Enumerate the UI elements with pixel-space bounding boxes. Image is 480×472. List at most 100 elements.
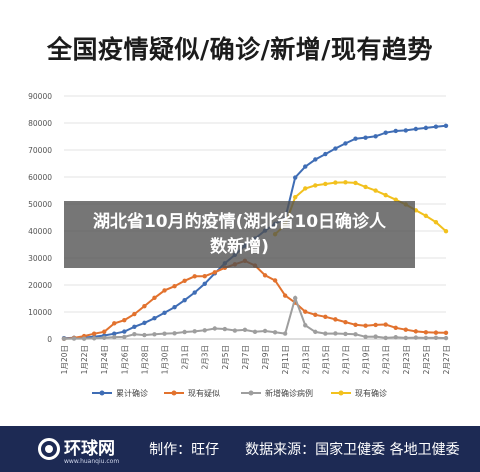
data-point bbox=[413, 126, 419, 132]
data-point bbox=[112, 334, 117, 340]
data-point bbox=[202, 273, 207, 279]
data-point bbox=[413, 329, 419, 334]
footer-bar: 环球网 www.huanqiu.com 制作：旺仔 数据来源：国家卫健委 各地卫… bbox=[0, 426, 480, 472]
data-point bbox=[212, 270, 217, 275]
data-point bbox=[172, 284, 177, 289]
data-point bbox=[81, 336, 87, 341]
data-point bbox=[353, 180, 358, 186]
data-point bbox=[61, 336, 67, 341]
data-point bbox=[403, 335, 408, 341]
data-point bbox=[152, 332, 157, 337]
data-point bbox=[423, 335, 429, 341]
data-point bbox=[383, 192, 388, 198]
data-point bbox=[232, 328, 238, 333]
logo-url: www.huanqiu.com bbox=[64, 457, 120, 465]
x-tick-label: 2月9日 bbox=[261, 345, 270, 370]
data-point bbox=[272, 278, 278, 283]
data-point bbox=[433, 335, 439, 341]
data-point bbox=[323, 151, 328, 157]
x-tick-label: 1月28日 bbox=[140, 345, 149, 374]
data-point bbox=[293, 194, 298, 200]
data-point bbox=[443, 330, 449, 335]
data-point bbox=[373, 134, 378, 139]
data-source: 数据来源：国家卫健委 各地卫健委 bbox=[245, 442, 460, 458]
legend-marker bbox=[338, 390, 344, 396]
data-point bbox=[423, 330, 429, 335]
x-tick-label: 1月24日 bbox=[100, 345, 109, 374]
data-point bbox=[333, 146, 338, 151]
y-tick-label: 40000 bbox=[28, 227, 52, 236]
data-point bbox=[142, 320, 147, 326]
y-tick-label: 70000 bbox=[28, 146, 52, 155]
x-tick-label: 2月21日 bbox=[382, 345, 391, 374]
x-tick-label: 2月27日 bbox=[442, 345, 451, 374]
data-point bbox=[91, 331, 97, 336]
data-point bbox=[222, 326, 228, 332]
data-point bbox=[443, 229, 449, 234]
chart-title: 全国疫情疑似/确诊/新增/现有趋势 bbox=[47, 35, 433, 64]
data-point bbox=[443, 123, 449, 129]
data-point bbox=[112, 331, 117, 336]
data-point bbox=[343, 319, 348, 325]
data-point bbox=[343, 180, 348, 185]
overlay-text: 湖北省10月的疫情(湖北省10日确诊人数新增) bbox=[92, 211, 387, 257]
x-tick-label: 2月11日 bbox=[281, 345, 290, 374]
data-point bbox=[323, 314, 328, 319]
data-point bbox=[353, 322, 358, 328]
data-point bbox=[252, 329, 258, 335]
data-point bbox=[333, 317, 338, 322]
data-point bbox=[373, 322, 378, 328]
legend-marker bbox=[171, 390, 177, 396]
legend-label: 现有确诊 bbox=[355, 388, 387, 398]
data-point bbox=[162, 331, 167, 336]
x-tick-label: 2月23日 bbox=[402, 345, 411, 374]
data-point bbox=[132, 324, 137, 330]
data-point bbox=[192, 274, 197, 279]
x-tick-label: 2月25日 bbox=[422, 345, 431, 374]
data-point bbox=[282, 293, 288, 298]
y-tick-label: 90000 bbox=[28, 92, 52, 101]
data-point bbox=[313, 312, 318, 317]
data-point bbox=[122, 334, 127, 340]
data-point bbox=[353, 136, 358, 141]
data-point bbox=[363, 184, 368, 190]
data-point bbox=[333, 331, 338, 336]
data-point bbox=[272, 330, 278, 335]
data-point bbox=[132, 332, 137, 337]
data-point bbox=[202, 281, 207, 287]
data-point bbox=[172, 331, 177, 336]
data-point bbox=[303, 186, 308, 191]
data-point bbox=[192, 329, 197, 334]
data-point bbox=[293, 175, 298, 180]
line-chart: 0 10000 20000 30000 40000 50000 60000 70000 8000… bbox=[28, 92, 451, 398]
data-point bbox=[313, 157, 318, 162]
y-tick-label: 20000 bbox=[28, 281, 52, 290]
data-point bbox=[102, 329, 107, 334]
x-tick-label: 2月3日 bbox=[201, 345, 210, 370]
x-tick-label: 1月26日 bbox=[120, 345, 129, 374]
y-tick-label: 30000 bbox=[28, 254, 52, 263]
data-point bbox=[333, 180, 338, 185]
y-axis-ticks: 0 10000 20000 30000 40000 50000 60000 70000 8000… bbox=[28, 92, 52, 344]
data-point bbox=[313, 329, 318, 335]
data-point bbox=[423, 213, 429, 219]
data-point bbox=[443, 335, 449, 341]
data-point bbox=[433, 220, 439, 225]
data-point bbox=[383, 130, 388, 135]
data-point bbox=[132, 311, 137, 317]
data-point bbox=[71, 336, 77, 341]
data-point bbox=[142, 332, 147, 338]
data-point bbox=[343, 331, 348, 337]
site-logo[interactable]: 环球网 www.huanqiu.com bbox=[38, 434, 119, 465]
data-point bbox=[152, 295, 157, 301]
data-point bbox=[182, 297, 187, 303]
data-point bbox=[313, 183, 318, 188]
y-tick-label: 10000 bbox=[28, 308, 52, 317]
data-point bbox=[122, 317, 127, 323]
y-tick-label: 80000 bbox=[28, 119, 52, 128]
data-point bbox=[393, 128, 398, 134]
data-point bbox=[323, 181, 328, 187]
x-tick-label: 2月15日 bbox=[321, 345, 330, 374]
data-point bbox=[152, 315, 157, 321]
data-point bbox=[433, 330, 439, 335]
